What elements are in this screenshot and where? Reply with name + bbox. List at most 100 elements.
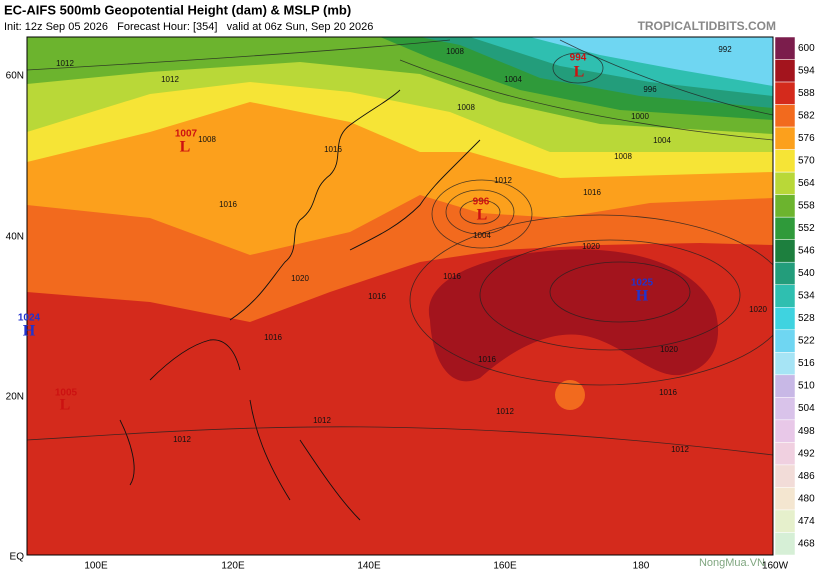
colorbar-label: 468 (798, 538, 815, 549)
title: EC-AIFS 500mb Geopotential Height (dam) … (4, 2, 351, 17)
colorbar-label: 600 (798, 43, 815, 54)
colorbar-label: 594 (798, 65, 815, 76)
colorbar-swatch (774, 442, 796, 466)
lon-label: 120E (221, 561, 245, 572)
isobar-label: 1004 (504, 75, 522, 84)
isobar-label: 1000 (631, 112, 649, 121)
isobar-label: 1012 (671, 445, 689, 454)
lat-label: EQ (10, 552, 25, 563)
colorbar-swatch (774, 59, 796, 83)
colorbar-label: 582 (798, 110, 815, 121)
colorbar-swatch (774, 419, 796, 443)
colorbar-swatch (774, 171, 796, 195)
colorbar-swatch (774, 532, 796, 556)
colorbar-label: 564 (798, 178, 815, 189)
colorbar-swatch (774, 194, 796, 218)
subtitle: Init: 12z Sep 05 2026 Forecast Hour: [35… (4, 21, 373, 33)
colorbar-label: 522 (798, 336, 815, 347)
lon-label: 100E (84, 561, 108, 572)
pressure-center-letter: L (574, 64, 585, 81)
pressure-center-letter: L (477, 207, 488, 224)
isobar-label: 1016 (659, 388, 677, 397)
colorbar-label: 558 (798, 201, 815, 212)
colorbar-swatch (774, 216, 796, 240)
lon-label: 140E (357, 561, 381, 572)
colorbar-swatch (774, 104, 796, 128)
colorbar-label: 528 (798, 313, 815, 324)
lat-label: 60N (6, 71, 24, 82)
isobar-label: 1012 (494, 176, 512, 185)
pressure-center-letter: H (23, 323, 36, 340)
colorbar-swatch (774, 81, 796, 105)
isobar-label: 1008 (614, 152, 632, 161)
colorbar-label: 546 (798, 246, 815, 257)
lat-label: 20N (6, 392, 24, 403)
isobar-label: 1020 (749, 305, 767, 314)
isobar-label: 1008 (457, 103, 475, 112)
isobar-label: 1016 (324, 145, 342, 154)
isobar-label: 1016 (583, 188, 601, 197)
isobar-label: 996 (643, 85, 657, 94)
colorbar-swatch (774, 36, 796, 60)
site-credit: TROPICALTIDBITS.COM (638, 19, 776, 33)
isobar-label: 1020 (291, 274, 309, 283)
isobar-label: 1020 (582, 242, 600, 251)
isobar-label: 1004 (653, 136, 671, 145)
colorbar-label: 570 (798, 156, 815, 167)
isobar-label: 1020 (660, 345, 678, 354)
colorbar-swatch (774, 149, 796, 173)
colorbar-swatch (774, 397, 796, 421)
colorbar-label: 510 (798, 381, 815, 392)
colorbar-swatch (774, 352, 796, 376)
lon-label: 160E (493, 561, 517, 572)
pressure-center-value: 1007 (175, 129, 198, 140)
lon-label: 160W (762, 561, 789, 572)
colorbar-swatch (774, 487, 796, 511)
isobar-label: 1016 (368, 292, 386, 301)
isobar-label: 1008 (446, 47, 464, 56)
pressure-center-value: 1024 (18, 313, 41, 324)
colorbar-label: 486 (798, 471, 815, 482)
colorbar-label: 576 (798, 133, 815, 144)
colorbar-swatch (774, 261, 796, 285)
isobar-label: 1016 (443, 272, 461, 281)
isobar-label: 1012 (161, 75, 179, 84)
colorbar-label: 492 (798, 448, 815, 459)
lat-label: 40N (6, 232, 24, 243)
colorbar-label: 534 (798, 291, 815, 302)
colorbar-swatch (774, 307, 796, 331)
colorbar-label: 588 (798, 88, 815, 99)
pressure-center-value: 996 (473, 197, 490, 208)
isobar-label: 1012 (313, 416, 331, 425)
watermark: NongMua.VN (699, 557, 765, 569)
pressure-center-letter: L (60, 397, 71, 414)
isobar-label: 1016 (478, 355, 496, 364)
pressure-center-value: 1005 (55, 388, 78, 399)
colorbar-swatch (774, 464, 796, 488)
isobar-label: 1012 (56, 59, 74, 68)
colorbar-label: 480 (798, 493, 815, 504)
colorbar-label: 516 (798, 358, 815, 369)
map-frame (26, 36, 774, 556)
colorbar-swatch (774, 284, 796, 308)
colorbar-label: 498 (798, 426, 815, 437)
lon-label: 180 (633, 561, 650, 572)
pressure-center-value: 1025 (631, 278, 654, 289)
isobar-label: 1016 (219, 200, 237, 209)
height-field (27, 37, 773, 555)
colorbar-label: 504 (798, 403, 815, 414)
colorbar-swatch (774, 374, 796, 398)
isobar-label: 1008 (198, 135, 216, 144)
pressure-center-letter: L (180, 139, 191, 156)
colorbar-swatch (774, 509, 796, 533)
isobar-label: 1012 (173, 435, 191, 444)
colorbar-label: 552 (798, 223, 815, 234)
isobar-label: 992 (718, 45, 732, 54)
isobar-label: 1004 (473, 231, 491, 240)
colorbar-label: 540 (798, 268, 815, 279)
colorbar-label: 474 (798, 516, 815, 527)
colorbar-swatch (774, 126, 796, 150)
pressure-center-value: 994 (570, 53, 587, 64)
pressure-center-letter: H (636, 288, 649, 305)
